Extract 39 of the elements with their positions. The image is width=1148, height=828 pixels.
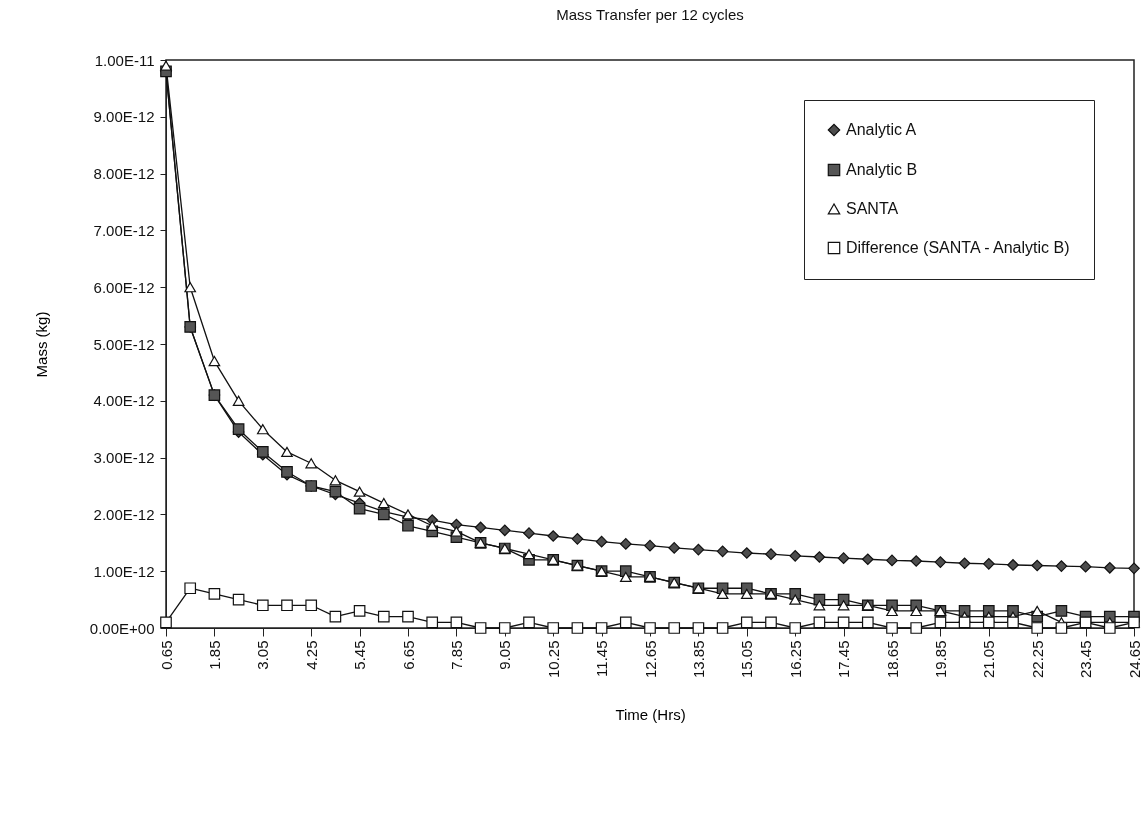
legend-label: Analytic A: [846, 121, 917, 138]
x-tick-label: 22.25: [1028, 640, 1046, 679]
y-tick-label: 5.00E-12: [93, 335, 155, 353]
legend-label: Analytic B: [846, 161, 918, 178]
y-tick-label: 3.00E-12: [93, 449, 155, 467]
x-tick-label: 4.25: [302, 640, 320, 670]
x-tick-label: 1.85: [205, 640, 223, 670]
x-tick-label: 17.45: [835, 640, 853, 679]
y-tick-label: 4.00E-12: [93, 392, 155, 410]
y-tick-label: 9.00E-12: [93, 108, 155, 126]
y-tick-label: 0.00E+00: [89, 619, 155, 637]
x-tick-label: 15.05: [738, 640, 756, 679]
y-tick-label: 2.00E-12: [93, 505, 155, 523]
x-tick-label: 5.45: [351, 640, 369, 670]
x-tick-label: 19.85: [931, 640, 949, 679]
chart-title: Mass Transfer per 12 cycles: [556, 6, 744, 23]
x-tick-label: 3.05: [254, 640, 272, 670]
y-axis-title: Mass (kg): [32, 311, 50, 378]
x-tick-label: 16.25: [786, 640, 804, 679]
x-tick-label: 23.45: [1077, 640, 1095, 679]
x-tick-label: 9.05: [496, 640, 514, 670]
legend-label: Difference (SANTA - Analytic B): [846, 239, 1070, 256]
x-axis-title: Time (Hrs): [615, 706, 686, 724]
x-tick-label: 24.65: [1125, 640, 1143, 679]
y-tick-label: 1.00E-11: [94, 51, 155, 69]
x-tick-label: 7.85: [447, 640, 465, 670]
legend-label: SANTA: [846, 200, 899, 217]
x-tick-label: 11.45: [593, 640, 611, 677]
x-tick-label: 21.05: [980, 640, 998, 679]
x-tick-label: 6.65: [399, 640, 417, 670]
x-tick-label: 10.25: [544, 640, 562, 679]
y-tick-label: 6.00E-12: [93, 278, 155, 296]
y-tick-label: 8.00E-12: [93, 165, 155, 183]
x-tick-label: 12.65: [641, 640, 659, 679]
x-tick-label: 18.65: [883, 640, 901, 679]
y-tick-label: 7.00E-12: [93, 221, 155, 239]
y-tick-label: 1.00E-12: [93, 562, 155, 580]
x-tick-label: 0.65: [157, 640, 175, 670]
x-tick-label: 13.85: [689, 640, 707, 679]
